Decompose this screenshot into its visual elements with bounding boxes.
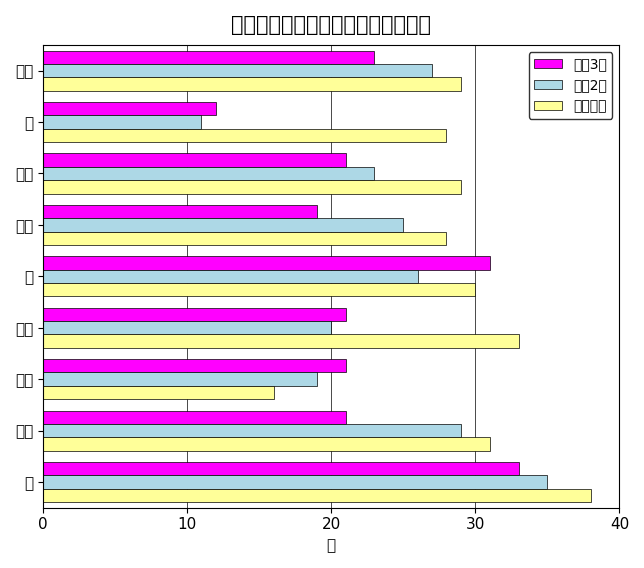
Bar: [43, 64, 432, 77]
X-axis label: 人: 人: [327, 538, 336, 553]
Bar: [43, 218, 403, 232]
Bar: [43, 270, 418, 283]
Bar: [43, 153, 346, 167]
Bar: [43, 102, 216, 115]
Bar: [43, 373, 317, 386]
Bar: [43, 180, 461, 194]
Bar: [43, 359, 346, 373]
Bar: [43, 335, 518, 348]
Bar: [43, 256, 489, 270]
Bar: [43, 411, 346, 424]
Bar: [43, 308, 346, 321]
Bar: [43, 321, 331, 335]
Bar: [43, 424, 461, 437]
Bar: [43, 386, 274, 399]
Bar: [43, 77, 461, 91]
Bar: [43, 167, 374, 180]
Bar: [43, 462, 518, 475]
Bar: [43, 475, 547, 488]
Bar: [43, 205, 317, 218]
Bar: [43, 488, 591, 502]
Bar: [43, 437, 489, 450]
Bar: [43, 115, 202, 129]
Bar: [43, 283, 475, 296]
Bar: [43, 129, 446, 142]
Bar: [43, 51, 374, 64]
Bar: [43, 232, 446, 245]
Title: 区別・結核新登録患者数の年次推移: 区別・結核新登録患者数の年次推移: [231, 15, 431, 35]
Legend: 令和3年, 令和2年, 令和元年: 令和3年, 令和2年, 令和元年: [529, 52, 612, 119]
